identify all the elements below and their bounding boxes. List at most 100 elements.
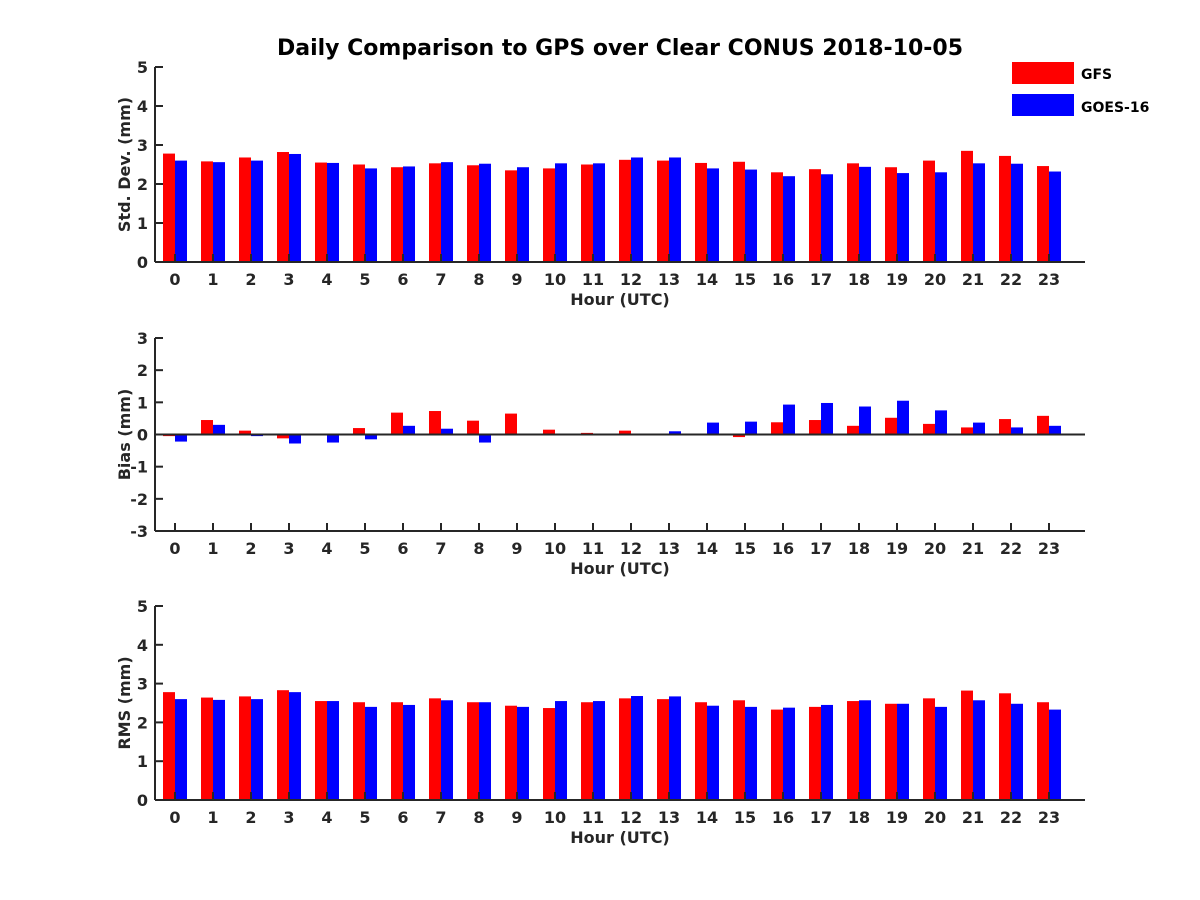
y-tick-label: 3: [137, 136, 148, 155]
bar-goes-16-hour-11: [593, 163, 605, 262]
series-goes-16: [175, 400, 1061, 444]
bar-gfs-hour-3: [277, 152, 289, 262]
bar-gfs-hour-18: [847, 701, 859, 800]
bar-goes-16-hour-1: [213, 162, 225, 262]
bar-goes-16-hour-16: [783, 404, 795, 435]
x-tick-label: 8: [473, 270, 484, 289]
bar-goes-16-hour-3: [289, 692, 301, 800]
bar-gfs-hour-13: [657, 699, 669, 800]
x-tick-label: 4: [321, 539, 332, 558]
y-tick-label: -2: [130, 490, 148, 509]
bar-gfs-hour-0: [163, 153, 175, 262]
bar-gfs-hour-15: [733, 700, 745, 800]
bar-goes-16-hour-15: [745, 421, 757, 435]
bar-goes-16-hour-1: [213, 699, 225, 800]
series-goes-16: [175, 692, 1061, 800]
bar-goes-16-hour-9: [517, 706, 529, 800]
bar-goes-16-hour-18: [859, 166, 871, 262]
bar-gfs-hour-8: [467, 165, 479, 262]
x-tick-label: 8: [473, 539, 484, 558]
x-tick-label: 0: [169, 808, 180, 827]
x-tick-label: 23: [1038, 539, 1060, 558]
bar-goes-16-hour-23: [1049, 171, 1061, 262]
x-tick-label: 3: [283, 270, 294, 289]
x-tick-label: 7: [435, 808, 446, 827]
x-tick-label: 17: [810, 539, 832, 558]
bar-gfs-hour-9: [505, 413, 517, 435]
x-axis-label: Hour (UTC): [570, 828, 670, 847]
x-tick-label: 12: [620, 539, 642, 558]
x-tick-label: 4: [321, 808, 332, 827]
bar-goes-16-hour-14: [707, 422, 719, 435]
x-tick-label: 2: [245, 270, 256, 289]
bar-gfs-hour-16: [771, 422, 783, 435]
x-tick-label: 10: [544, 808, 566, 827]
y-tick-label: 3: [137, 329, 148, 348]
bar-gfs-hour-20: [923, 698, 935, 800]
bar-goes-16-hour-21: [973, 163, 985, 262]
x-tick-label: 17: [810, 808, 832, 827]
bar-goes-16-hour-12: [631, 157, 643, 262]
bar-gfs-hour-2: [239, 696, 251, 800]
bar-goes-16-hour-4: [327, 434, 339, 443]
bar-goes-16-hour-19: [897, 400, 909, 435]
x-tick-label: 22: [1000, 539, 1022, 558]
bar-goes-16-hour-6: [403, 166, 415, 262]
bar-gfs-hour-6: [391, 167, 403, 262]
bar-gfs-hour-1: [201, 161, 213, 262]
x-tick-label: 19: [886, 539, 908, 558]
bar-gfs-hour-5: [353, 428, 365, 435]
x-tick-label: 12: [620, 270, 642, 289]
x-tick-label: 23: [1038, 270, 1060, 289]
bar-goes-16-hour-3: [289, 153, 301, 262]
x-tick-label: 16: [772, 808, 794, 827]
bar-gfs-hour-21: [961, 427, 973, 435]
bar-gfs-hour-16: [771, 709, 783, 800]
x-tick-label: 7: [435, 539, 446, 558]
x-tick-label: 19: [886, 808, 908, 827]
x-tick-label: 12: [620, 808, 642, 827]
bar-gfs-hour-6: [391, 412, 403, 435]
x-tick-label: 8: [473, 808, 484, 827]
bar-goes-16-hour-8: [479, 702, 491, 800]
bar-goes-16-hour-13: [669, 696, 681, 800]
x-tick-label: 13: [658, 539, 680, 558]
x-tick-label: 19: [886, 270, 908, 289]
series-gfs: [163, 690, 1049, 800]
bar-goes-16-hour-11: [593, 701, 605, 800]
bar-goes-16-hour-0: [175, 699, 187, 800]
bar-goes-16-hour-23: [1049, 709, 1061, 800]
bar-gfs-hour-19: [885, 417, 897, 435]
bar-gfs-hour-23: [1037, 702, 1049, 800]
x-tick-label: 9: [511, 270, 522, 289]
x-tick-label: 5: [359, 270, 370, 289]
x-tick-label: 20: [924, 539, 946, 558]
bar-goes-16-hour-7: [441, 162, 453, 262]
bar-goes-16-hour-17: [821, 704, 833, 800]
x-tick-label: 6: [397, 270, 408, 289]
legend-swatch-goes16: [1012, 94, 1074, 116]
x-tick-label: 16: [772, 539, 794, 558]
bar-gfs-hour-18: [847, 425, 859, 435]
y-tick-label: 2: [137, 175, 148, 194]
bar-goes-16-hour-2: [251, 160, 263, 262]
bar-gfs-hour-11: [581, 164, 593, 262]
bar-gfs-hour-2: [239, 157, 251, 262]
bar-goes-16-hour-17: [821, 174, 833, 262]
bar-gfs-hour-3: [277, 434, 289, 439]
bar-goes-16-hour-5: [365, 434, 377, 440]
y-tick-label: 4: [137, 636, 148, 655]
bar-goes-16-hour-22: [1011, 427, 1023, 435]
y-tick-label: 1: [137, 393, 148, 412]
x-tick-label: 6: [397, 808, 408, 827]
bar-goes-16-hour-7: [441, 428, 453, 435]
bar-goes-16-hour-1: [213, 424, 225, 435]
bar-goes-16-hour-20: [935, 172, 947, 262]
chart-title: Daily Comparison to GPS over Clear CONUS…: [277, 36, 963, 61]
x-tick-label: 0: [169, 270, 180, 289]
bar-gfs-hour-22: [999, 693, 1011, 800]
bar-gfs-hour-23: [1037, 415, 1049, 435]
bar-gfs-hour-7: [429, 411, 441, 435]
